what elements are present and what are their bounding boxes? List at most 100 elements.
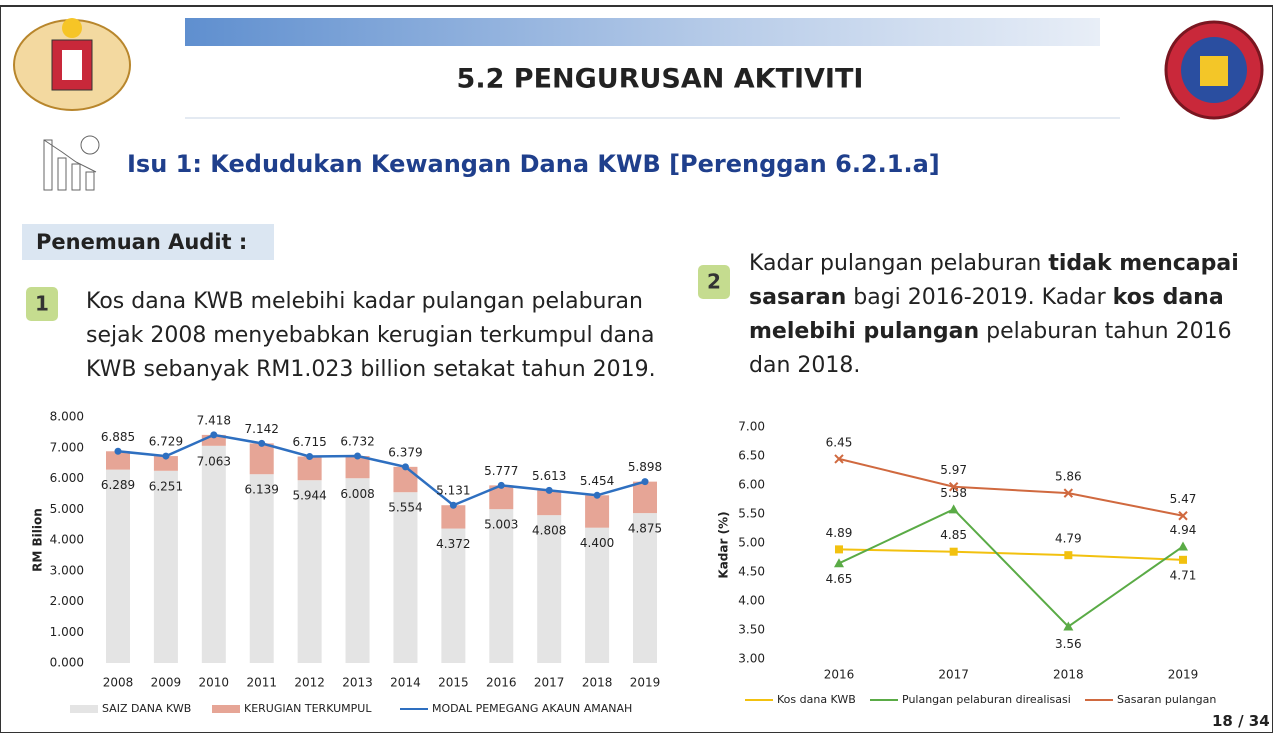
x-tick-label: 2017 bbox=[534, 676, 565, 690]
data-label: 5.613 bbox=[532, 469, 566, 483]
line-marker bbox=[497, 481, 505, 489]
legend-label: MODAL PEMEGANG AKAUN AMANAH bbox=[432, 702, 632, 715]
charts: 6.289 6.251 7.063 6.139 5.944 6.008 5.554 4.372… bbox=[31, 410, 1217, 716]
data-label: 6.729 bbox=[149, 435, 183, 449]
y-tick-label: 3.00 bbox=[738, 652, 765, 666]
bar-segment bbox=[441, 505, 466, 529]
frame bbox=[0, 5, 1273, 733]
data-label: 6.289 bbox=[101, 478, 135, 492]
section-heading: Penemuan Audit : bbox=[36, 230, 247, 254]
data-label: 4.85 bbox=[940, 528, 967, 542]
line-marker bbox=[545, 486, 553, 494]
y-tick-label: 4.00 bbox=[738, 594, 765, 608]
bar-segment bbox=[585, 495, 610, 528]
y-tick-label: 0.000 bbox=[50, 656, 84, 670]
bar-segment bbox=[201, 445, 226, 663]
text-run: melebihi pulangan bbox=[749, 319, 979, 344]
line-marker bbox=[1063, 488, 1074, 498]
legend-swatch bbox=[70, 705, 98, 713]
line bbox=[838, 457, 1184, 517]
data-label: 4.65 bbox=[826, 572, 853, 586]
data-label: 6.379 bbox=[388, 445, 422, 459]
data-label: 5.777 bbox=[484, 464, 518, 478]
y-axis-title: RM Bilion bbox=[31, 508, 45, 572]
y-tick-label: 3.50 bbox=[738, 623, 765, 637]
point-line: sejak 2008 menyebabkan kerugian terkumpu… bbox=[86, 323, 654, 348]
y-tick-label: 8.000 bbox=[50, 410, 84, 424]
line-marker bbox=[948, 482, 959, 492]
data-label: 6.251 bbox=[149, 479, 183, 493]
data-label: 3.56 bbox=[1055, 637, 1082, 651]
legend-label: Kos dana KWB bbox=[777, 693, 856, 706]
line-marker bbox=[354, 452, 362, 460]
issue-heading: Isu 1: Kedudukan Kewangan Dana KWB [Pere… bbox=[127, 150, 940, 178]
data-label: 5.554 bbox=[388, 501, 422, 515]
y-tick-label: 2.000 bbox=[50, 594, 84, 608]
legend-label: Sasaran pulangan bbox=[1117, 693, 1216, 706]
data-label: 4.71 bbox=[1170, 568, 1197, 582]
text-run: pelaburan tahun 2016 bbox=[979, 319, 1231, 344]
x-tick-label: 2013 bbox=[342, 676, 373, 690]
y-tick-label: 5.50 bbox=[738, 507, 765, 521]
y-tick-label: 7.000 bbox=[50, 440, 84, 454]
data-label: 6.45 bbox=[826, 435, 853, 449]
data-label: 5.003 bbox=[484, 518, 518, 532]
data-label: 5.131 bbox=[436, 484, 470, 498]
x-tick-label: 2008 bbox=[103, 676, 134, 690]
chart: 6.289 6.251 7.063 6.139 5.944 6.008 5.554 4.372… bbox=[31, 410, 663, 716]
text-run: sasaran bbox=[749, 285, 846, 310]
y-tick-label: 7.00 bbox=[738, 420, 765, 434]
right-logo bbox=[1164, 20, 1264, 120]
line-marker bbox=[948, 504, 959, 514]
bar-segment bbox=[249, 474, 274, 663]
text-run: kos dana bbox=[1113, 285, 1224, 310]
number-label: 1 bbox=[35, 292, 49, 316]
data-label: 4.808 bbox=[532, 524, 566, 538]
x-tick-label: 2017 bbox=[938, 668, 969, 682]
data-label: 4.400 bbox=[580, 536, 614, 550]
data-label: 5.944 bbox=[292, 489, 326, 503]
data-label: 4.79 bbox=[1055, 532, 1082, 546]
y-tick-label: 4.000 bbox=[50, 533, 84, 547]
line-marker bbox=[593, 491, 601, 499]
line-marker bbox=[834, 558, 844, 568]
y-tick-label: 3.000 bbox=[50, 563, 84, 577]
point-line: dan 2018. bbox=[749, 353, 860, 378]
data-label: 6.715 bbox=[292, 435, 326, 449]
line bbox=[117, 433, 646, 507]
line-marker bbox=[449, 501, 457, 509]
x-tick-label: 2012 bbox=[294, 676, 325, 690]
bar-segment bbox=[106, 469, 130, 663]
text-run: Kos dana KWB melebihi kadar pulangan pel… bbox=[86, 289, 643, 314]
x-tick-label: 2014 bbox=[390, 676, 421, 690]
data-label: 4.875 bbox=[628, 522, 662, 536]
line-marker bbox=[1063, 621, 1074, 631]
bar-segment bbox=[585, 527, 610, 663]
x-tick-label: 2009 bbox=[151, 676, 182, 690]
data-label: 6.008 bbox=[340, 487, 374, 501]
x-tick-label: 2015 bbox=[438, 676, 469, 690]
line-marker bbox=[949, 547, 958, 556]
bar-segment bbox=[441, 528, 466, 663]
text-run: dan 2018. bbox=[749, 353, 860, 378]
bar-segment bbox=[297, 456, 322, 481]
data-label: 6.732 bbox=[340, 434, 374, 448]
y-tick-label: 6.50 bbox=[738, 449, 765, 463]
bar-segment bbox=[633, 513, 657, 663]
line bbox=[838, 508, 1184, 628]
page-title: 5.2 PENGURUSAN AKTIVITI bbox=[457, 64, 864, 95]
line-marker bbox=[835, 545, 843, 554]
data-label: 7.063 bbox=[197, 454, 231, 468]
line-marker bbox=[1178, 511, 1188, 521]
bar-segment bbox=[345, 455, 370, 479]
number-badge bbox=[698, 265, 730, 299]
text-run: sejak 2008 menyebabkan kerugian terkumpu… bbox=[86, 323, 654, 348]
y-tick-label: 6.00 bbox=[738, 478, 765, 492]
point-line: KWB sebanyak RM1.023 billion setakat tah… bbox=[86, 357, 656, 382]
data-label: 7.418 bbox=[197, 413, 231, 427]
data-label: 5.97 bbox=[940, 463, 967, 477]
bar-segment bbox=[489, 485, 514, 510]
legend-label: KERUGIAN TERKUMPUL bbox=[244, 702, 372, 715]
data-label: 7.142 bbox=[245, 422, 279, 436]
